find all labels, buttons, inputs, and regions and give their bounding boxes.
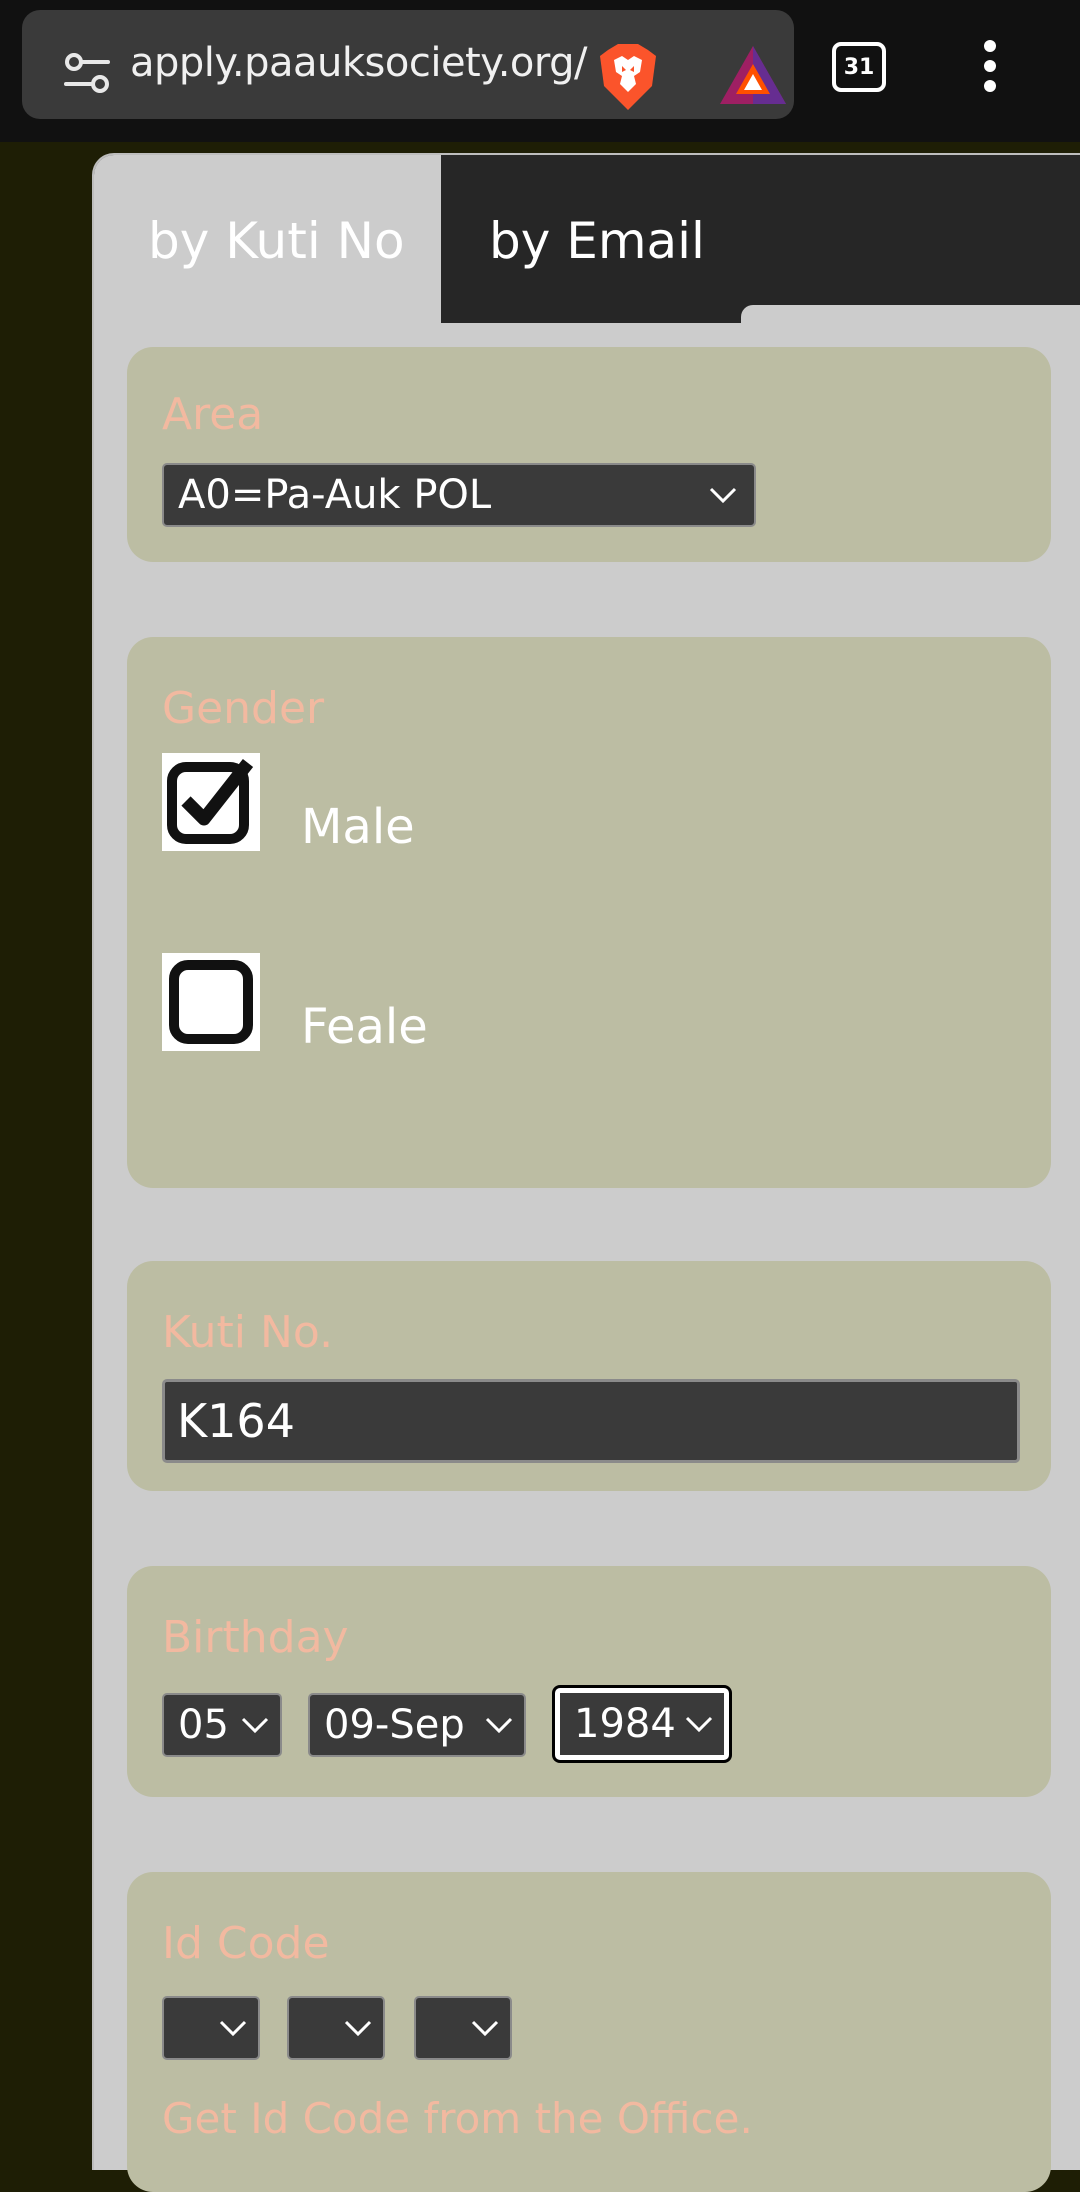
chevron-down-icon [344, 2020, 372, 2037]
area-select[interactable]: A0=Pa-Auk POL [162, 463, 756, 527]
chevron-down-icon [219, 2020, 247, 2037]
birthday-day-select[interactable]: 05 [162, 1693, 282, 1757]
day-value: 05 [178, 1702, 229, 1748]
male-label[interactable]: Male [301, 799, 415, 855]
tab-label: by Kuti No [148, 212, 405, 270]
id-code-label: Id Code [162, 1918, 330, 1969]
brave-shields-icon[interactable] [596, 42, 660, 112]
login-form: Area A0=Pa-Auk POL Gender Male Feale Kut… [92, 323, 1080, 2192]
id-code-select-1[interactable] [162, 1996, 260, 2060]
birthday-year-select[interactable]: 1984 [555, 1688, 729, 1760]
chevron-down-icon [709, 487, 737, 504]
month-value: 09-Sep [324, 1702, 465, 1748]
birthday-month-select[interactable]: 09-Sep [308, 1693, 526, 1757]
rewards-icon[interactable] [718, 44, 788, 106]
id-code-hint: Get Id Code from the Office. [162, 2094, 753, 2143]
area-label: Area [162, 389, 264, 440]
female-checkbox[interactable] [162, 953, 260, 1051]
chevron-down-icon [241, 1717, 269, 1734]
birthday-label: Birthday [162, 1612, 349, 1663]
tab-divider [741, 305, 1080, 327]
url-text[interactable]: apply.paauksociety.org/ [130, 40, 588, 86]
login-tabs: by Kuti No by Email [92, 153, 1080, 327]
page-background [0, 142, 92, 2170]
checked-box-icon [167, 758, 254, 844]
kuti-input[interactable]: K164 [162, 1379, 1020, 1463]
kuti-card: Kuti No. K164 [127, 1261, 1051, 1491]
birthday-card: Birthday 05 09-Sep 1984 [127, 1566, 1051, 1797]
address-bar[interactable]: apply.paauksociety.org/ [22, 10, 794, 119]
gender-card: Gender Male Feale [127, 637, 1051, 1188]
gender-label: Gender [162, 683, 325, 734]
male-checkbox[interactable] [162, 753, 260, 851]
kuti-label: Kuti No. [162, 1307, 334, 1358]
chevron-down-icon [685, 1716, 713, 1733]
tab-by-email[interactable]: by Email [441, 155, 741, 327]
year-value: 1984 [574, 1701, 676, 1747]
id-code-select-3[interactable] [414, 1996, 512, 2060]
browser-menu-icon[interactable] [978, 40, 1002, 92]
browser-toolbar: apply.paauksociety.org/ 31 [0, 0, 1080, 142]
id-code-card: Id Code Get Id Code from the Office. [127, 1872, 1051, 2192]
area-select-value: A0=Pa-Auk POL [178, 472, 492, 518]
id-code-select-2[interactable] [287, 1996, 385, 2060]
area-card: Area A0=Pa-Auk POL [127, 347, 1051, 562]
chevron-down-icon [485, 1717, 513, 1734]
tab-switcher-button[interactable]: 31 [832, 42, 886, 92]
chevron-down-icon [471, 2020, 499, 2037]
site-settings-icon[interactable] [64, 50, 110, 96]
empty-box-icon [169, 960, 253, 1044]
tab-label: by Email [489, 212, 705, 270]
tab-by-kuti-no[interactable]: by Kuti No [94, 155, 441, 327]
female-label[interactable]: Feale [301, 999, 428, 1055]
